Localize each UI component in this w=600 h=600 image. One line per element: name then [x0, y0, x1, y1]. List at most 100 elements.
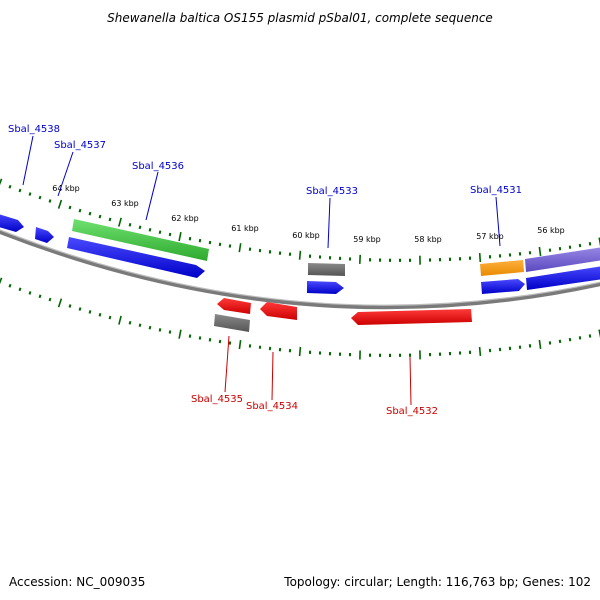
outer-minor-tick	[188, 236, 192, 241]
gene-arrow-4531[interactable]	[481, 279, 525, 294]
inner-minor-tick	[578, 336, 582, 340]
feature-purple[interactable]	[525, 246, 600, 272]
outer-major-tick	[598, 237, 600, 247]
reverse-strand-features	[214, 298, 472, 332]
feature-4531-orange[interactable]	[480, 260, 524, 276]
outer-minor-tick	[228, 244, 232, 248]
inner-major-tick	[57, 298, 63, 308]
outer-minor-tick	[28, 192, 32, 196]
outer-minor-tick	[138, 225, 142, 230]
accession-text: Accession: NC_009035	[9, 575, 145, 589]
inner-minor-tick	[568, 337, 572, 342]
leader-4532	[409, 356, 412, 406]
outer-minor-tick	[198, 238, 202, 243]
scale-label-61: 61 kbp	[231, 224, 259, 233]
inner-minor-tick	[138, 323, 142, 328]
gene-label-4537[interactable]: Sbal_4537	[54, 140, 106, 151]
gene-label-4534[interactable]: Sbal_4534	[246, 401, 298, 412]
gene-arrow-4532[interactable]	[351, 309, 472, 325]
inner-minor-tick	[8, 283, 12, 288]
gene-label-4538[interactable]: Sbal_4538	[8, 124, 60, 135]
gene-label-4532[interactable]: Sbal_4532	[386, 406, 438, 417]
label-leaders	[22, 135, 501, 406]
gene-label-4531[interactable]: Sbal_4531	[470, 185, 522, 196]
outer-minor-tick	[78, 208, 82, 213]
scale-label-59: 59 kbp	[353, 235, 381, 244]
outer-tick-ring	[0, 178, 600, 265]
inner-minor-tick	[558, 339, 562, 344]
leader-4536	[145, 171, 159, 221]
outer-minor-tick	[88, 211, 92, 216]
outer-minor-tick	[128, 223, 132, 227]
gene-arrow-right-partial[interactable]	[526, 265, 600, 290]
outer-minor-tick	[168, 232, 172, 237]
leader-4537	[57, 151, 74, 197]
inner-minor-tick	[198, 336, 202, 340]
inner-minor-tick	[78, 307, 82, 311]
gene-arrow-4533[interactable]	[307, 281, 344, 294]
inner-major-tick	[298, 346, 302, 357]
inner-minor-tick	[18, 287, 22, 292]
inner-minor-tick	[168, 330, 172, 334]
leader-4531	[495, 196, 501, 247]
outer-minor-tick	[218, 242, 222, 247]
scale-label-63: 63 kbp	[111, 199, 139, 208]
inner-major-tick	[0, 277, 3, 285]
gene-label-4535[interactable]: Sbal_4535	[191, 394, 243, 405]
inner-major-tick	[598, 329, 600, 338]
leader-4538	[22, 135, 34, 186]
outer-major-tick	[0, 178, 3, 186]
inner-minor-tick	[148, 325, 152, 330]
inner-major-tick	[538, 339, 542, 350]
inner-major-tick	[118, 315, 122, 325]
inner-minor-tick	[588, 334, 592, 338]
outer-minor-tick	[98, 214, 102, 219]
gene-arrow-left-partial[interactable]	[0, 213, 24, 232]
outer-minor-tick	[48, 199, 52, 203]
outer-minor-tick	[108, 217, 112, 222]
inner-minor-tick	[208, 338, 212, 342]
outer-minor-tick	[18, 188, 22, 193]
outer-minor-tick	[8, 184, 12, 189]
outer-major-tick	[538, 246, 542, 257]
scale-label-56: 56 kbp	[537, 226, 565, 235]
outer-minor-tick	[208, 240, 212, 245]
inner-major-tick	[178, 329, 182, 339]
inner-minor-tick	[108, 315, 112, 320]
gene-label-4533[interactable]: Sbal_4533	[306, 186, 358, 197]
scale-labels: 64 kbp 63 kbp 62 kbp 61 kbp 60 kbp 59 kb…	[52, 184, 565, 244]
outer-major-tick	[118, 217, 122, 227]
gene-arrow-4538[interactable]	[35, 227, 54, 243]
inner-minor-tick	[28, 291, 32, 295]
inner-minor-tick	[88, 310, 92, 314]
inner-major-tick	[238, 339, 242, 350]
feature-4536-green[interactable]	[72, 219, 209, 261]
scale-label-57: 57 kbp	[476, 232, 504, 241]
inner-minor-tick	[38, 294, 42, 299]
inner-minor-tick	[48, 297, 52, 302]
feature-4533-gray[interactable]	[308, 263, 345, 276]
gene-arrow-4536-blue[interactable]	[67, 237, 205, 278]
gene-label-4536[interactable]: Sbal_4536	[132, 161, 184, 172]
gene-arrow-4535[interactable]	[217, 298, 251, 314]
feature-4535-gray[interactable]	[214, 314, 250, 332]
plasmid-backbone-highlight	[0, 229, 600, 306]
scale-label-62: 62 kbp	[171, 214, 199, 223]
inner-minor-tick	[188, 334, 192, 338]
inner-major-tick	[478, 346, 482, 356]
scale-label-60: 60 kbp	[292, 231, 320, 240]
outer-major-tick	[478, 253, 482, 263]
leader-4535	[224, 335, 230, 393]
outer-minor-tick	[38, 195, 42, 200]
scale-label-58: 58 kbp	[414, 235, 442, 244]
map-title: Shewanella baltica OS155 plasmid pSbal01…	[107, 11, 493, 25]
outer-minor-tick	[68, 205, 72, 210]
leader-4534	[271, 351, 274, 401]
outer-major-tick	[238, 243, 242, 253]
topology-summary: Topology: circular; Length: 116,763 bp; …	[283, 575, 591, 589]
gene-arrow-4534[interactable]	[260, 302, 297, 320]
outer-minor-tick	[578, 243, 582, 248]
outer-minor-tick	[588, 242, 592, 246]
outer-major-tick	[298, 250, 302, 260]
